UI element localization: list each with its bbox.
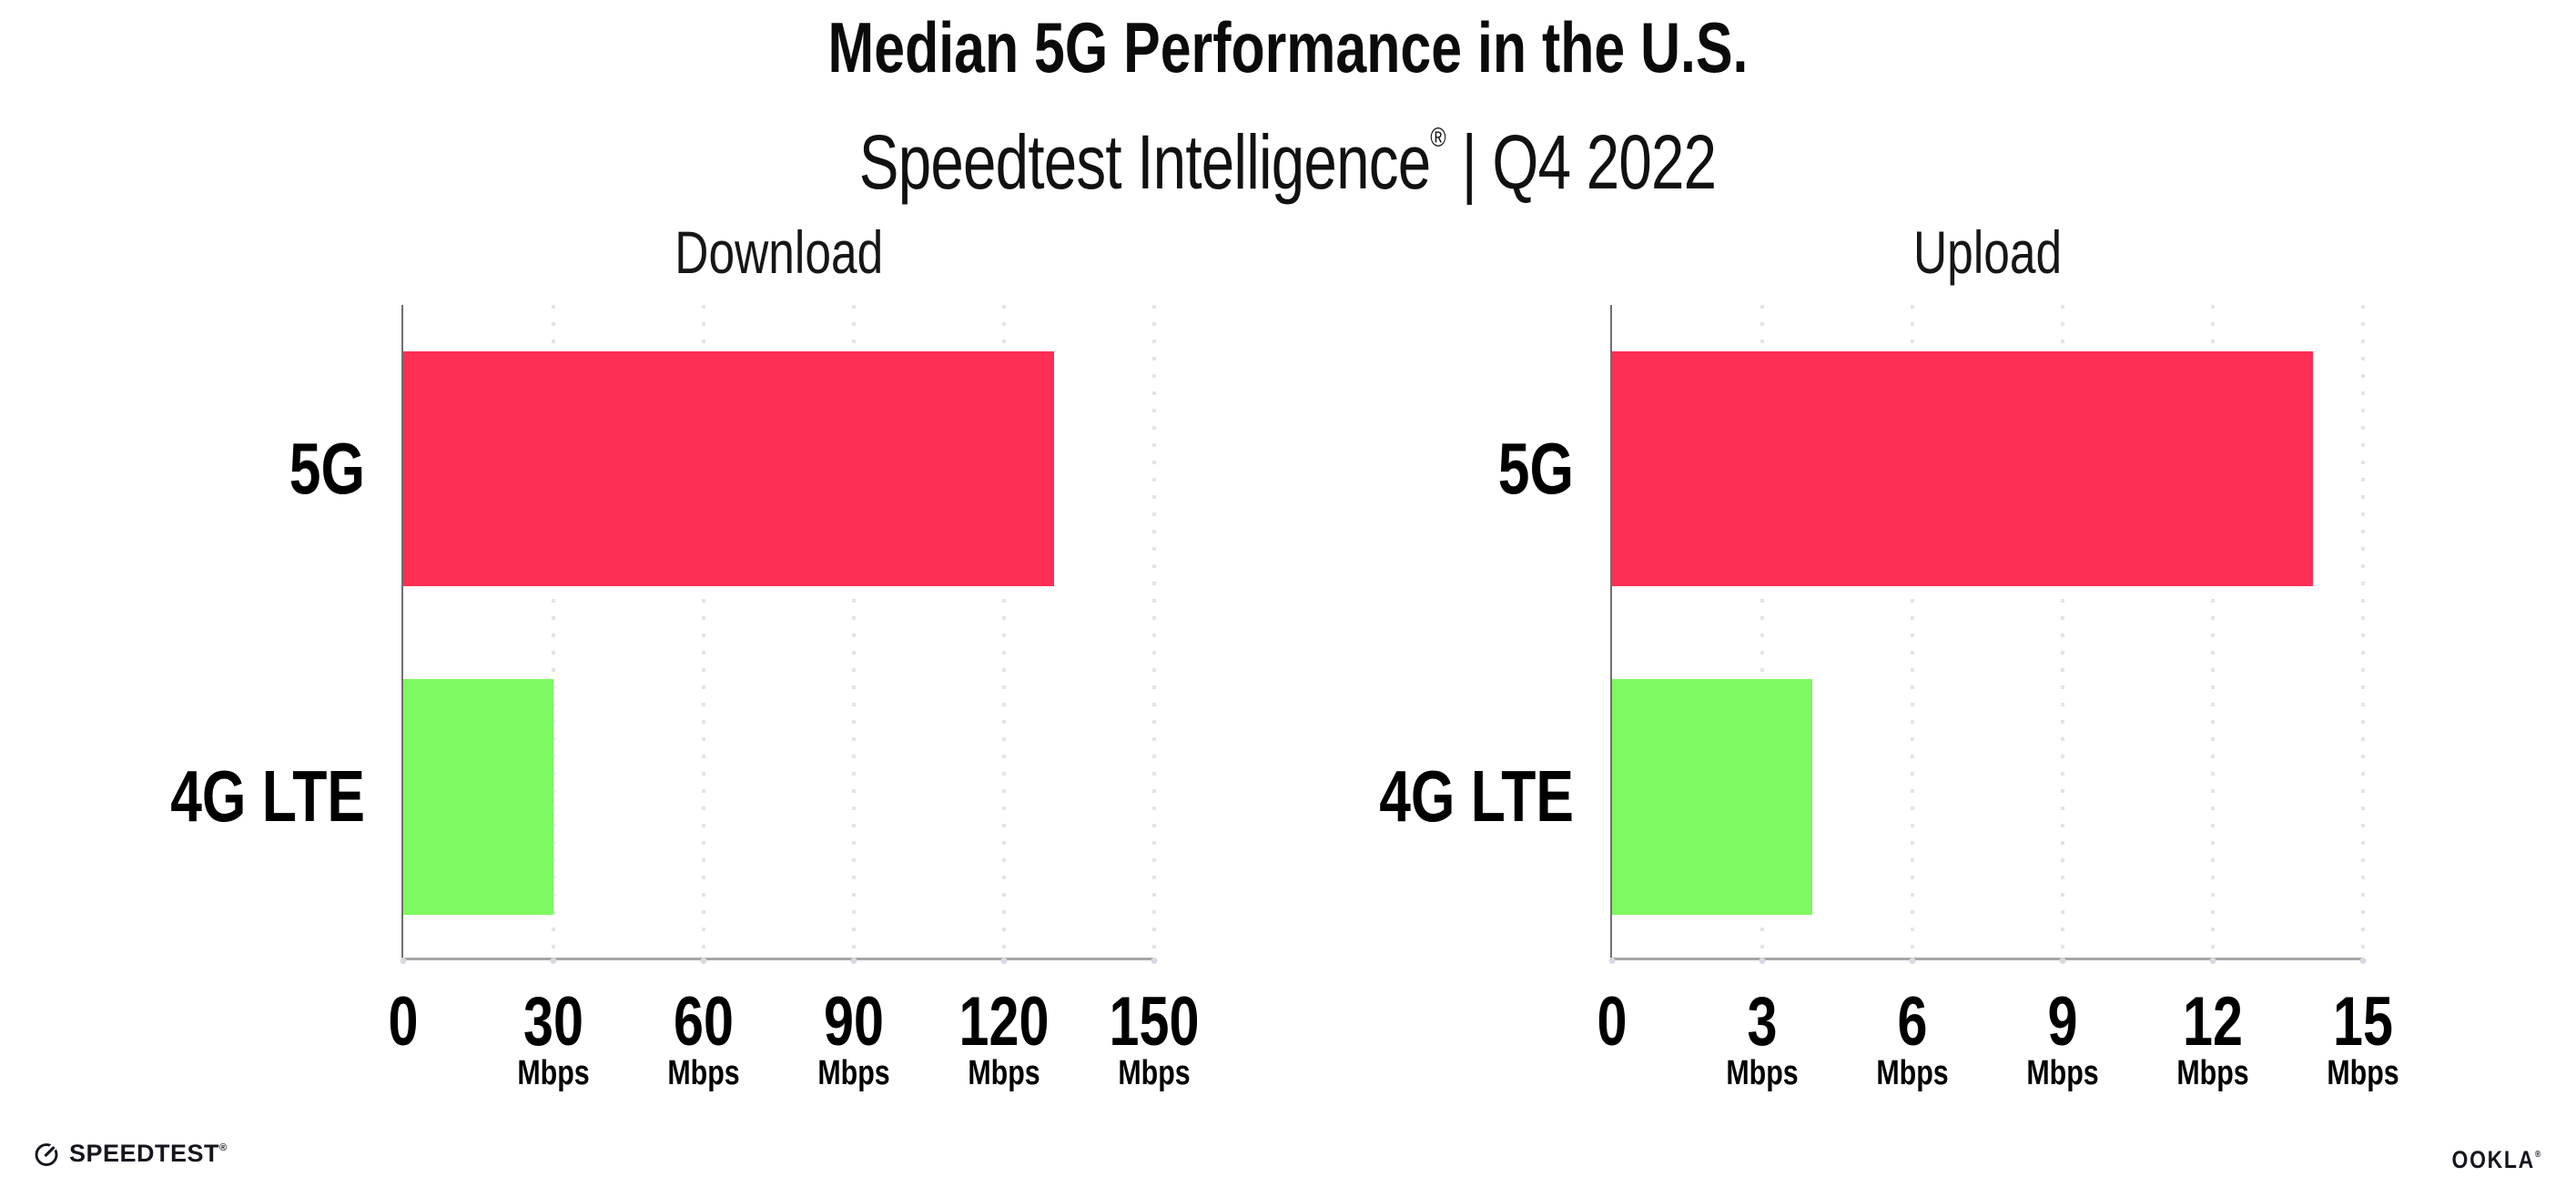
x-tick: 6 Mbps (1867, 983, 1957, 1092)
x-tick: 15 Mbps (2317, 983, 2408, 1092)
chart-title-text: Upload (1912, 218, 2063, 286)
x-tick-unit: Mbps (2026, 1054, 2099, 1092)
x-tick: 0 (1593, 983, 1631, 1060)
x-tick: 30 Mbps (508, 983, 598, 1092)
tick-mark (2059, 958, 2066, 964)
category-label-4g-lte: 4G LTE (170, 756, 365, 837)
x-tick-value: 150 (1109, 983, 1200, 1060)
x-tick: 9 Mbps (2017, 983, 2107, 1092)
subtitle-period: | Q4 2022 (1462, 119, 1717, 205)
x-tick-value: 6 (1897, 983, 1928, 1060)
x-tick-value: 60 (674, 983, 734, 1060)
ookla-logo-text: OOKLA® (2451, 1146, 2542, 1173)
speedtest-logo: SPEEDTEST® (33, 1140, 228, 1168)
registered-mark-icon: ® (219, 1142, 228, 1153)
x-tick-value: 12 (2183, 983, 2243, 1060)
x-tick-unit: Mbps (1118, 1054, 1191, 1092)
x-tick-value: 3 (1747, 983, 1778, 1060)
tick-mark (1608, 958, 1616, 964)
gridline (1911, 305, 1914, 959)
x-tick: 120 Mbps (947, 983, 1062, 1092)
tick-mark (1909, 958, 1916, 964)
tick-mark (1151, 958, 1158, 964)
x-tick: 12 Mbps (2167, 983, 2257, 1092)
x-tick-unit: Mbps (968, 1054, 1040, 1092)
download-chart: Download 5G 4G LTE 0 30 Mbps 60 Mbps 90 Mbps 120… (170, 219, 1199, 1090)
x-tick-unit: Mbps (817, 1054, 890, 1092)
x-tick-unit: Mbps (667, 1054, 740, 1092)
registered-mark-icon: ® (2535, 1150, 2542, 1160)
gridline (702, 305, 705, 959)
gridline (852, 305, 856, 959)
gridline (552, 305, 555, 959)
speedtest-logo-text: SPEEDTEST® (69, 1140, 228, 1167)
tick-mark (1000, 958, 1008, 964)
tick-mark (850, 958, 857, 964)
x-tick: 60 Mbps (658, 983, 748, 1092)
bar-5g (1612, 351, 2313, 586)
x-axis-ticks: 0 3 Mbps 6 Mbps 9 Mbps 12 Mbps 15 Mbps (1597, 959, 2399, 1141)
y-axis-line (401, 305, 403, 960)
gridline (2361, 305, 2365, 959)
tick-mark (2359, 958, 2367, 964)
page-title: Median 5G Performance in the U.S. (0, 11, 2576, 84)
gridline (1760, 305, 1764, 959)
upload-chart: Upload 5G 4G LTE 0 3 Mbps 6 Mbps 9 Mbps 12 Mbps 15… (1379, 219, 2399, 1090)
category-labels: 5G 4G LTE (1273, 305, 1574, 959)
category-label-5g: 5G (289, 428, 365, 509)
x-tick-unit: Mbps (2327, 1054, 2399, 1092)
category-labels: 5G 4G LTE (65, 305, 365, 959)
chart-title: Download (403, 219, 1154, 285)
x-tick: 90 Mbps (808, 983, 898, 1092)
ookla-logo: OOKLA® (2436, 1146, 2542, 1174)
gridline (2211, 305, 2215, 959)
bar-4g-lte (1612, 679, 1812, 915)
page-subtitle-text: Speedtest Intelligence® | Q4 2022 (859, 96, 1717, 204)
category-label-5g: 5G (1497, 428, 1574, 509)
chart-title: Upload (1612, 219, 2363, 285)
x-tick: 0 (384, 983, 422, 1060)
x-tick-value: 15 (2333, 983, 2393, 1060)
x-tick-unit: Mbps (517, 1054, 590, 1092)
x-tick: 3 Mbps (1717, 983, 1807, 1092)
gridline (2061, 305, 2064, 959)
x-tick-value: 120 (958, 983, 1050, 1060)
x-tick-value: 0 (1597, 983, 1628, 1060)
bar-4g-lte (403, 679, 553, 915)
x-axis-ticks: 0 30 Mbps 60 Mbps 90 Mbps 120 Mbps 150 Mbps (389, 959, 1200, 1141)
chart-title-text: Download (674, 218, 883, 286)
speedtest-gauge-icon (35, 1141, 59, 1166)
page-subtitle: Speedtest Intelligence® | Q4 2022 (0, 96, 2576, 204)
page-title-text: Median 5G Performance in the U.S. (827, 7, 1749, 87)
tick-mark (1759, 958, 1766, 964)
gridline (1152, 305, 1156, 959)
subtitle-brand: Speedtest Intelligence (859, 119, 1431, 205)
x-axis-line (401, 958, 1154, 960)
x-tick-unit: Mbps (2176, 1054, 2249, 1092)
x-axis-line (1610, 958, 2363, 960)
category-label-4g-lte: 4G LTE (1379, 756, 1574, 837)
y-axis-line (1610, 305, 1612, 960)
x-tick-value: 30 (523, 983, 583, 1060)
registered-mark-icon: ® (1430, 123, 1447, 153)
tick-mark (550, 958, 557, 964)
x-tick-unit: Mbps (1726, 1054, 1799, 1092)
bar-5g (403, 351, 1054, 586)
x-tick: 150 Mbps (1097, 983, 1212, 1092)
tick-mark (400, 958, 407, 964)
x-tick-value: 0 (388, 983, 419, 1060)
x-tick-value: 9 (2047, 983, 2078, 1060)
x-tick-unit: Mbps (1876, 1054, 1949, 1092)
gridline (1002, 305, 1006, 959)
tick-mark (700, 958, 707, 964)
x-tick-value: 90 (824, 983, 884, 1060)
tick-mark (2209, 958, 2216, 964)
